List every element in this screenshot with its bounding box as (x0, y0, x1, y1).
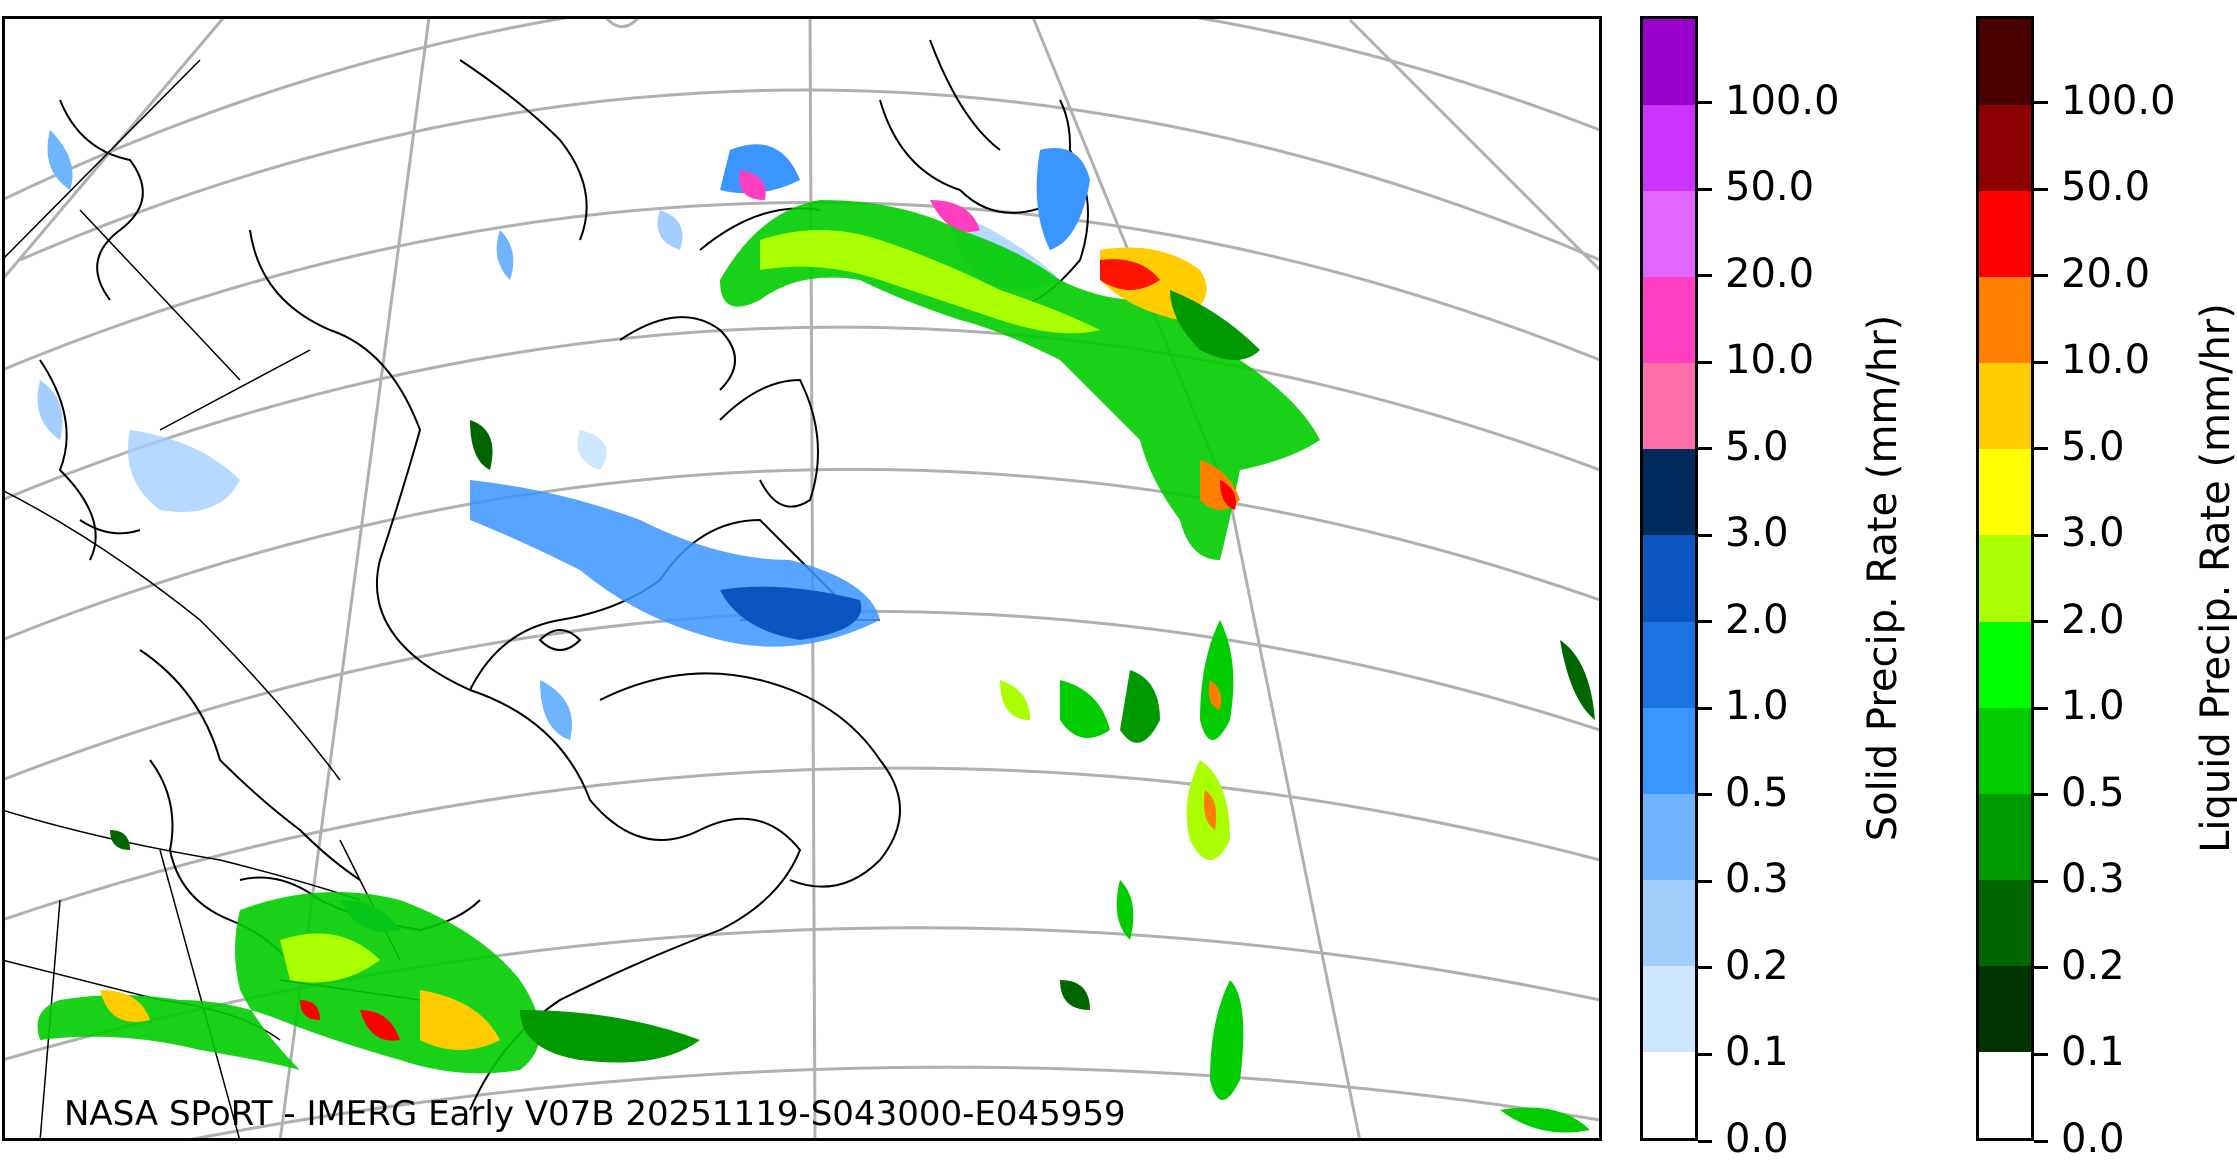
colorbar-liquid-tick (2034, 1052, 2048, 1056)
colorbar-solid-segment (1643, 965, 1695, 1052)
colorbar-solid-tick-label: 0.5 (1725, 769, 1789, 816)
colorbar-solid-tick-label: 0.2 (1725, 942, 1789, 989)
colorbar-solid-segment (1643, 105, 1695, 192)
colorbar-solid-tick-label: 20.0 (1725, 250, 1815, 297)
colorbar-liquid-segment (1979, 793, 2031, 880)
colorbar-liquid-tick-label: 10.0 (2061, 337, 2151, 384)
colorbar-liquid-segment (1979, 1051, 2031, 1138)
colorbar-liquid-segment (1979, 449, 2031, 536)
colorbar-solid-segment (1643, 707, 1695, 794)
colorbar-solid-tick (1698, 533, 1712, 537)
colorbar-liquid (1976, 16, 2034, 1141)
colorbar-solid-segment (1643, 449, 1695, 536)
colorbar-solid-segment (1643, 191, 1695, 278)
colorbar-solid-tick-label: 100.0 (1725, 77, 1840, 124)
colorbar-solid-segment (1643, 277, 1695, 364)
colorbar-solid-tick-label: 0.1 (1725, 1029, 1789, 1076)
colorbar-liquid-segment (1979, 105, 2031, 192)
colorbar-liquid-tick-label: 50.0 (2061, 164, 2151, 211)
credit-text: NASA SPoRT - IMERG Early V07B 20251119-S… (64, 1094, 1126, 1134)
colorbar-liquid-tick-label: 3.0 (2061, 510, 2125, 557)
colorbar-solid-tick (1698, 1139, 1712, 1143)
colorbar-liquid-tick-label: 100.0 (2061, 77, 2176, 124)
coastlines (39, 39, 1089, 1111)
colorbar-liquid-segment (1979, 18, 2031, 106)
colorbar-liquid-tick (2034, 793, 2048, 797)
colorbar-liquid-tick-label: 0.5 (2061, 769, 2125, 816)
colorbar-liquid-tick (2034, 187, 2048, 191)
colorbar-solid-tick (1698, 1052, 1712, 1056)
colorbar-liquid-tick (2034, 101, 2048, 105)
colorbar-liquid-tick-label: 0.3 (2061, 856, 2125, 903)
colorbar-solid-segment (1643, 1051, 1695, 1138)
colorbar-liquid-tick (2034, 879, 2048, 883)
colorbar-solid-segment (1643, 363, 1695, 450)
colorbar-solid-tick (1698, 101, 1712, 105)
colorbar-liquid-segment (1979, 191, 2031, 278)
colorbar-liquid-segment (1979, 965, 2031, 1052)
colorbar-solid-segment (1643, 879, 1695, 966)
colorbar-liquid-segment (1979, 621, 2031, 708)
colorbar-solid-tick (1698, 274, 1712, 278)
colorbar-solid-tick-label: 1.0 (1725, 683, 1789, 730)
colorbar-liquid-segment (1979, 277, 2031, 364)
liquid-precip-areas (37, 200, 1595, 1133)
colorbar-solid-tick (1698, 793, 1712, 797)
colorbar-liquid-tick-label: 2.0 (2061, 596, 2125, 643)
colorbar-liquid-segment (1979, 363, 2031, 450)
colorbar-solid-segment (1643, 18, 1695, 106)
colorbar-solid-segment (1643, 793, 1695, 880)
colorbar-liquid-tick (2034, 966, 2048, 970)
colorbar-solid-tick (1698, 879, 1712, 883)
colorbar-solid-segment (1643, 535, 1695, 622)
colorbar-solid-tick-label: 0.3 (1725, 856, 1789, 903)
colorbar-solid-tick (1698, 620, 1712, 624)
colorbar-liquid-tick (2034, 620, 2048, 624)
colorbar-liquid-tick (2034, 360, 2048, 364)
colorbar-liquid-tick (2034, 706, 2048, 710)
colorbar-liquid-tick (2034, 1139, 2048, 1143)
colorbar-solid-tick-label: 10.0 (1725, 337, 1815, 384)
colorbar-solid-tick-label: 50.0 (1725, 164, 1815, 211)
colorbar-solid-title: Solid Precip. Rate (mm/hr) (1860, 314, 1906, 842)
colorbar-solid-tick-label: 5.0 (1725, 423, 1789, 470)
colorbar-liquid-tick-label: 0.0 (2061, 1116, 2125, 1162)
colorbar-liquid-segment (1979, 707, 2031, 794)
colorbar-liquid-tick-label: 1.0 (2061, 683, 2125, 730)
colorbar-liquid-segment (1979, 879, 2031, 966)
precipitation-map (2, 16, 1602, 1141)
colorbar-liquid-tick-label: 0.2 (2061, 942, 2125, 989)
colorbar-solid-tick-label: 2.0 (1725, 596, 1789, 643)
colorbar-solid (1640, 16, 1698, 1141)
colorbar-liquid-segment (1979, 535, 2031, 622)
colorbar-liquid-tick (2034, 447, 2048, 451)
colorbar-liquid-tick-label: 20.0 (2061, 250, 2151, 297)
colorbar-solid-tick (1698, 187, 1712, 191)
colorbar-liquid-tick-label: 5.0 (2061, 423, 2125, 470)
colorbar-solid-tick (1698, 966, 1712, 970)
colorbar-solid-tick (1698, 360, 1712, 364)
colorbar-solid-tick-label: 3.0 (1725, 510, 1789, 557)
colorbar-solid-tick-label: 0.0 (1725, 1116, 1789, 1162)
colorbar-solid-segment (1643, 621, 1695, 708)
colorbar-solid-tick (1698, 447, 1712, 451)
colorbar-liquid-title: Liquid Precip. Rate (mm/hr) (2193, 303, 2237, 853)
colorbar-liquid-tick (2034, 533, 2048, 537)
colorbar-liquid-tick-label: 0.1 (2061, 1029, 2125, 1076)
colorbar-solid-tick (1698, 706, 1712, 710)
colorbar-liquid-tick (2034, 274, 2048, 278)
